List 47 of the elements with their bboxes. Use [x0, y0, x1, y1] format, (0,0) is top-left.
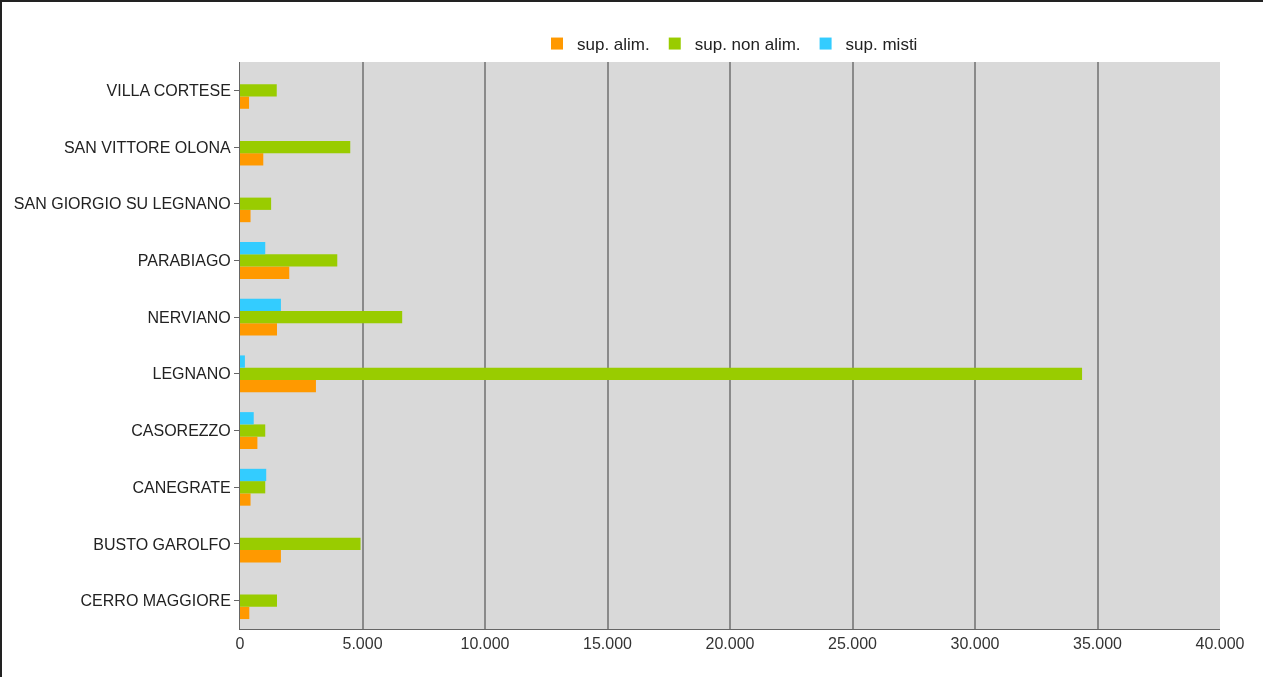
bar [240, 96, 250, 109]
bar [240, 537, 361, 551]
x-tick-label: 0 [235, 635, 245, 653]
bar [240, 298, 281, 312]
bar [240, 424, 266, 437]
y-tick-label: CASOREZZO [131, 422, 231, 440]
bar [240, 550, 281, 563]
bar [240, 140, 351, 154]
bar [240, 84, 277, 97]
x-tick-label: 30.000 [950, 635, 1000, 653]
bar [240, 412, 254, 425]
legend-label: sup. non alim. [694, 35, 801, 55]
x-tick-label: 20.000 [705, 635, 755, 653]
y-tick-label: BUSTO GAROLFO [93, 535, 231, 553]
y-tick-label: SAN GIORGIO SU LEGNANO [13, 195, 231, 213]
y-tick-label: PARABIAGO [137, 252, 231, 270]
y-tick-label: NERVIANO [147, 308, 231, 326]
x-tick-label: 40.000 [1195, 635, 1245, 653]
x-tick-label: 25.000 [828, 635, 878, 653]
bar [240, 594, 277, 607]
bar [240, 468, 267, 482]
bar [240, 379, 316, 393]
x-tick-label: 35.000 [1073, 635, 1123, 653]
bar [240, 254, 338, 267]
y-tick-label: VILLA CORTESE [106, 81, 231, 99]
bar [240, 493, 251, 506]
x-tick-label: 5.000 [342, 635, 383, 653]
y-tick-label: CANEGRATE [132, 478, 231, 496]
bar [240, 481, 266, 494]
bar [240, 355, 245, 368]
bar [240, 436, 258, 449]
x-tick-label: 15.000 [583, 635, 633, 653]
bar [240, 242, 266, 255]
bar [240, 323, 277, 336]
y-tick-label: SAN VITTORE OLONA [63, 138, 232, 156]
bar [240, 367, 1083, 380]
y-tick-label: LEGNANO [152, 365, 231, 383]
bar [240, 197, 272, 210]
legend-label: sup. alim. [577, 35, 650, 55]
bar [240, 266, 290, 279]
x-tick-label: 10.000 [460, 635, 510, 653]
y-tick-label: CERRO MAGGIORE [80, 592, 231, 610]
legend-label: sup. misti [845, 35, 918, 55]
bar [240, 606, 250, 620]
bar [240, 153, 264, 166]
bar [240, 311, 403, 324]
bar [240, 209, 251, 223]
